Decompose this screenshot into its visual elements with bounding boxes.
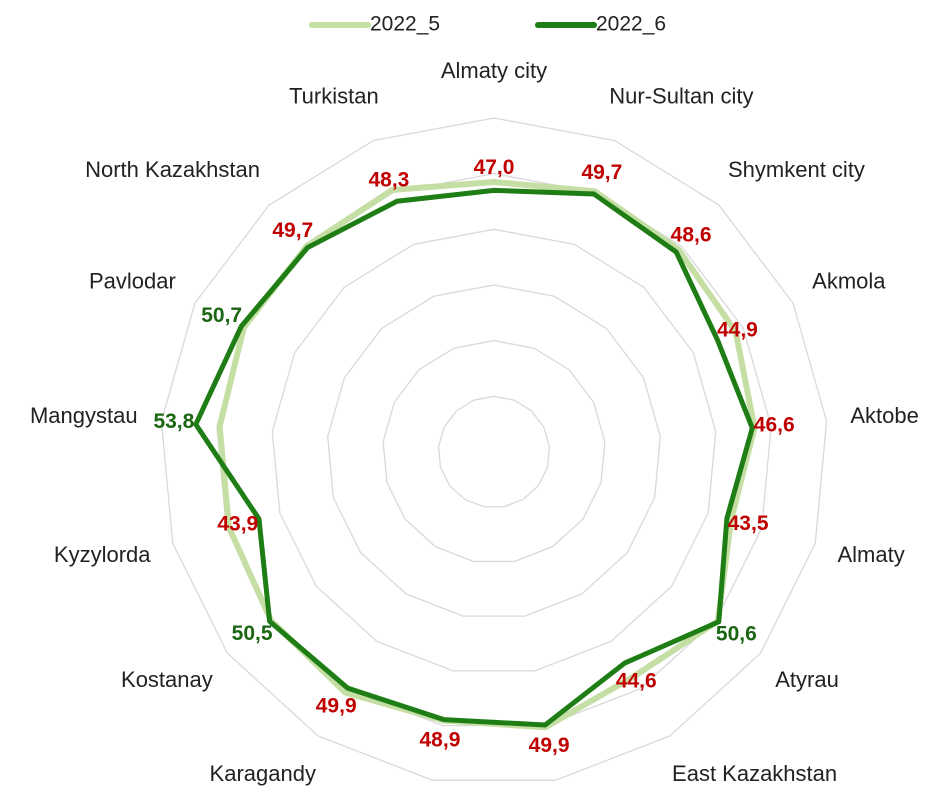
value-label: 48,3: [368, 168, 409, 191]
category-label: Turkistan: [289, 83, 379, 108]
value-label: 44,6: [616, 669, 657, 692]
value-label: 49,7: [272, 219, 313, 242]
value-label: 48,9: [420, 729, 461, 752]
legend-label: 2022_5: [370, 13, 440, 36]
series-line: [193, 187, 755, 728]
value-label: 46,6: [754, 414, 795, 437]
value-label: 48,6: [671, 223, 712, 246]
value-label: 49,7: [581, 161, 622, 184]
value-label: 43,9: [217, 512, 258, 535]
legend-label: 2022_6: [596, 13, 666, 36]
grid-ring: [271, 228, 717, 672]
category-label: Kyzylorda: [54, 542, 151, 567]
grid-ring: [327, 284, 661, 617]
category-label: Pavlodar: [89, 268, 176, 293]
category-label: Kostanay: [121, 667, 213, 692]
value-label: 50,7: [201, 304, 242, 327]
category-label: East Kazakhstan: [672, 761, 837, 786]
category-label: Almaty: [837, 542, 904, 567]
value-label: 53,8: [153, 410, 194, 433]
category-label: Mangystau: [30, 403, 138, 428]
value-label: 47,0: [474, 156, 515, 179]
category-label: Atyrau: [775, 667, 839, 692]
category-label: Akmola: [812, 268, 886, 293]
category-label: Shymkent city: [728, 157, 865, 182]
grid-ring: [437, 395, 551, 508]
value-label: 44,9: [717, 318, 758, 341]
grid-ring: [160, 117, 828, 781]
value-label: 50,5: [232, 622, 273, 645]
value-label: 50,6: [716, 623, 757, 646]
value-label: 49,9: [529, 734, 570, 757]
value-label: 49,9: [316, 694, 357, 717]
category-label: Almaty city: [441, 58, 547, 83]
category-label: Nur-Sultan city: [609, 83, 753, 108]
grid-ring: [382, 340, 606, 563]
category-label: Aktobe: [850, 403, 919, 428]
value-label: 43,5: [728, 512, 769, 535]
category-label: North Kazakhstan: [85, 157, 260, 182]
category-label: Karagandy: [210, 761, 316, 786]
